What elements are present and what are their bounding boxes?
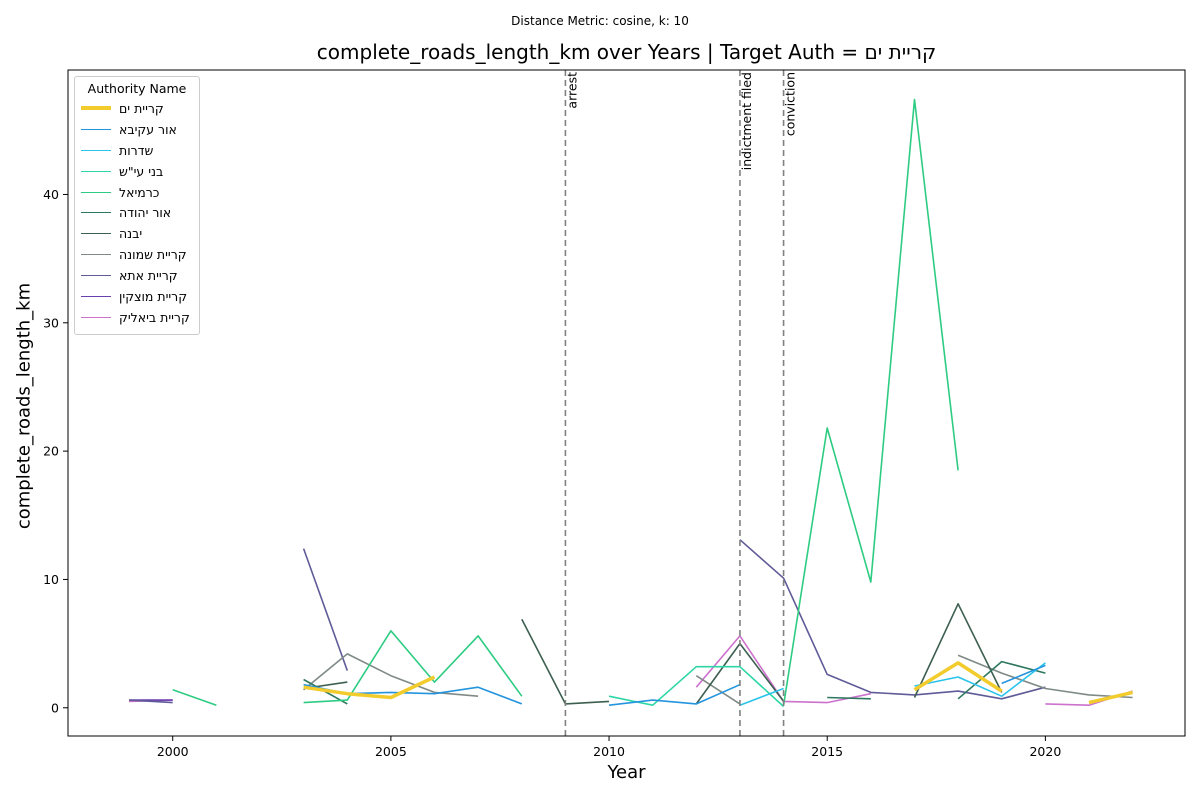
event-label-2: conviction [783, 72, 798, 136]
legend-items: קריית ים אור עקיבא שדרות בני עי"ש כרמיאל אור … [81, 98, 193, 328]
legend-title: Authority Name [87, 81, 187, 96]
series-8 [129, 539, 1046, 704]
legend-label: שדרות [119, 142, 154, 158]
legend-swatch [81, 254, 111, 256]
chart-suptitle: Distance Metric: cosine, k: 10 [511, 14, 689, 28]
legend-label: אור יהודה [119, 205, 172, 221]
x-tick-label: 2005 [375, 744, 407, 759]
y-tick-label: 40 [43, 187, 59, 202]
y-tick-label: 10 [43, 572, 59, 587]
legend-label: יבנה [119, 226, 143, 242]
legend-label: קריית שמונה [119, 247, 187, 263]
legend-label: קריית ביאליק [119, 309, 190, 325]
legend: Authority Name קריית ים אור עקיבא שדרות בני… [74, 76, 200, 335]
series-7 [303, 653, 1133, 705]
chart-title: complete_roads_length_km over Years | Ta… [316, 40, 937, 64]
series-0 [303, 661, 1133, 705]
series-line-2 [739, 662, 1046, 706]
legend-item: בני עי"ש [81, 161, 193, 182]
x-tick-label: 2015 [811, 744, 843, 759]
x-tick-label: 2000 [157, 744, 189, 759]
legend-item: קריית אתא [81, 265, 193, 286]
y-tick-label: 30 [43, 315, 59, 330]
legend-swatch [81, 275, 111, 277]
legend-label: קריית ים [119, 100, 164, 116]
legend-label: כרמיאל [119, 184, 160, 200]
events-layer: arrest indictment filed conviction [564, 70, 798, 736]
series-4 [172, 98, 959, 706]
legend-item: אור יהודה [81, 202, 193, 223]
y-tick-label: 20 [43, 444, 59, 459]
x-tick-label: 2010 [593, 744, 625, 759]
x-tick-label: 2020 [1029, 744, 1061, 759]
legend-item: קריית שמונה [81, 244, 193, 265]
series-line-8 [129, 539, 1046, 704]
y-axis-label: complete_roads_length_km [13, 282, 35, 530]
legend-item: יבנה [81, 223, 193, 244]
ticks-layer: 2000 2005 2010 2015 2020 0 10 20 30 40 [43, 187, 1061, 759]
plot-frame [67, 69, 1186, 737]
legend-swatch [81, 128, 111, 130]
legend-item: כרמיאל [81, 182, 193, 203]
x-axis-label: Year [607, 762, 646, 783]
legend-label: בני עי"ש [119, 163, 164, 179]
event-label-0: arrest [564, 72, 579, 109]
series-layer [129, 98, 1133, 708]
y-tick-label: 0 [51, 700, 59, 715]
legend-swatch [81, 191, 111, 193]
legend-item: אור עקיבא [81, 119, 193, 140]
legend-item: קריית מוצקין [81, 286, 193, 307]
legend-label: קריית אתא [119, 268, 178, 284]
legend-swatch [81, 295, 111, 297]
legend-item: קריית ביאליק [81, 307, 193, 328]
legend-swatch [81, 149, 111, 151]
legend-item: קריית ים [81, 98, 193, 119]
event-label-1: indictment filed [739, 72, 754, 170]
legend-label: קריית מוצקין [119, 288, 188, 304]
legend-swatch [81, 233, 111, 235]
legend-item: שדרות [81, 140, 193, 161]
legend-label: אור עקיבא [119, 121, 177, 137]
legend-swatch [81, 212, 111, 214]
legend-swatch [81, 106, 111, 111]
legend-swatch [81, 170, 111, 172]
legend-swatch [81, 316, 111, 318]
